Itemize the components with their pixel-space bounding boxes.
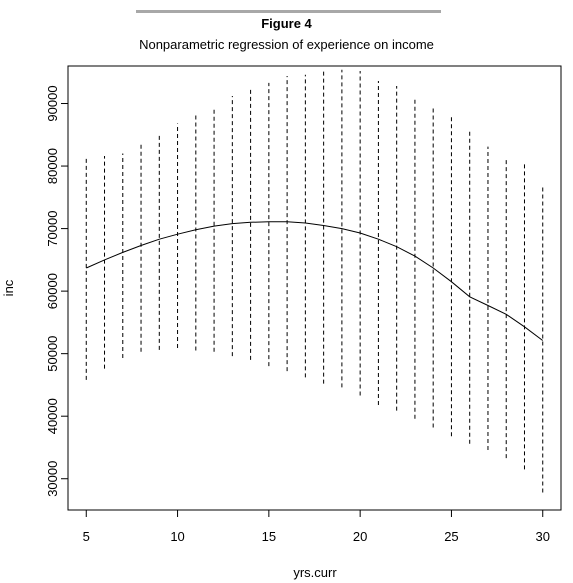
regression-curve-group <box>86 221 544 341</box>
x-tick-label: 15 <box>262 529 276 544</box>
regression-curve <box>86 221 544 341</box>
x-tick-label: 25 <box>444 529 458 544</box>
x-tick-label: 20 <box>353 529 367 544</box>
y-tick-label: 60000 <box>45 273 60 309</box>
y-tick-label: 50000 <box>45 336 60 372</box>
x-tick-label: 5 <box>83 529 90 544</box>
y-axis-label: inc <box>1 279 16 296</box>
y-tick-label: 80000 <box>45 148 60 184</box>
top-rule <box>136 10 441 13</box>
y-tick-label: 40000 <box>45 398 60 434</box>
x-tick-label: 10 <box>170 529 184 544</box>
figure-title: Nonparametric regression of experience o… <box>139 37 434 52</box>
figure-label: Figure 4 <box>261 16 312 31</box>
y-tick-label: 90000 <box>45 85 60 121</box>
y-tick-label: 70000 <box>45 211 60 247</box>
x-axis: 5 10 15 20 25 30 <box>83 509 550 544</box>
x-axis-label: yrs.curr <box>293 565 337 580</box>
y-tick-label: 30000 <box>45 461 60 497</box>
interval-bars <box>85 69 544 493</box>
x-tick-label: 30 <box>536 529 550 544</box>
plot-frame <box>67 65 562 511</box>
y-axis: 30000 40000 50000 60000 70000 80000 90000 <box>45 85 69 497</box>
